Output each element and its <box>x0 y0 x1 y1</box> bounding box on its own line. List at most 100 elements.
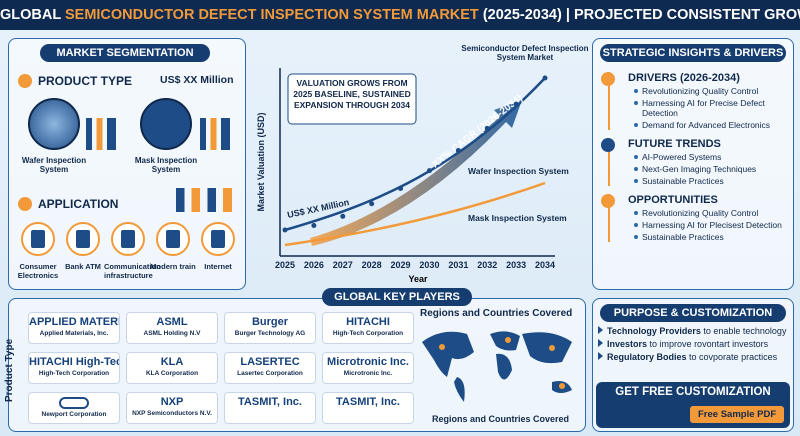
app-glyph <box>76 230 90 248</box>
company-card: APPLIED MATERIALS. Applied Materials, Inc… <box>28 312 120 344</box>
cta[interactable]: GET FREE CUSTOMIZATION <box>615 386 771 398</box>
header: GLOBAL SEMICONDUCTOR DEFECT INSPECTION S… <box>0 0 800 30</box>
map-title: Regions and Countries Covered <box>420 308 573 319</box>
year-label: 2033 <box>506 260 526 270</box>
section-title: OPPORTUNITIES <box>628 194 718 206</box>
insight-section: FUTURE TRENDS AI-Powered Systems Next-Gen … <box>601 138 790 186</box>
section-item: Harnessing AI for Precise Defect Detecti… <box>634 98 790 118</box>
company-logo: HITACHI High-Tech <box>29 356 119 368</box>
company-name: High-Tech Corporation <box>38 370 110 377</box>
point <box>282 227 288 233</box>
point <box>542 75 548 81</box>
mask-line <box>284 181 546 247</box>
point <box>398 185 404 191</box>
point <box>513 101 519 107</box>
year-label: 2034 <box>535 260 555 270</box>
company-card: HITACHI High-Tech High-Tech Corporation <box>28 352 120 384</box>
purpose-rest: to enable technology <box>703 326 787 336</box>
purpose-item: Technology Providers to enable technolog… <box>598 326 792 336</box>
year-label: 2027 <box>333 260 353 270</box>
company-card: NXP NXP Semiconductors N.V. <box>126 392 218 424</box>
year-label: 2028 <box>362 260 382 270</box>
company-name: Newport Corporation <box>41 411 107 418</box>
company-logo: Burger <box>251 316 289 328</box>
section-item: Harnessing AI for Plecisest Detection <box>634 220 790 230</box>
app-glyph <box>211 230 225 248</box>
y-label: Market Valuation (USD) <box>256 112 266 211</box>
arrow <box>598 339 603 347</box>
company-name: KLA Corporation <box>145 370 199 377</box>
logo-symbol <box>59 397 89 409</box>
gear-icon <box>18 197 32 211</box>
market-label: Semiconductor Defect Inspection System M… <box>461 44 589 62</box>
title-prefix: GLOBAL <box>0 7 61 23</box>
company-logo: TASMIT, Inc. <box>336 396 400 408</box>
company-logo: HITACHI <box>346 316 390 328</box>
company-logo: ASML <box>156 316 188 328</box>
bar-icon <box>86 118 116 150</box>
bar-icon <box>176 188 232 212</box>
mask-label: Mask Inspection System <box>468 213 567 223</box>
insights-heading: STRATEGIC INSIGHTS & DRIVERS <box>600 44 786 62</box>
map-caption: Regions and Countries Covered <box>432 414 570 424</box>
map-pin <box>559 383 565 389</box>
gear-icon <box>18 74 32 88</box>
unit: US$ XX Million <box>160 74 234 86</box>
growth-arrow <box>310 100 522 246</box>
section-title: FUTURE TRENDS <box>628 138 721 150</box>
year-label: 2031 <box>448 260 468 270</box>
mask-icon <box>140 98 192 150</box>
title-highlight: SEMICONDUCTOR DEFECT INSPECTION SYSTEM M… <box>64 7 479 23</box>
company-name: Lasertec Corporation <box>237 370 303 377</box>
continents <box>422 331 572 402</box>
product-label: Wafer Inspection System <box>21 156 87 174</box>
section-dot <box>601 138 615 152</box>
app-label: Internet <box>204 262 232 271</box>
map-pin <box>549 345 555 351</box>
year-label: 2030 <box>419 260 439 270</box>
players-heading: GLOBAL KEY PLAYERS <box>322 288 472 306</box>
section-item: Sustainable Practices <box>634 176 790 186</box>
arrow <box>598 352 603 360</box>
app-label: Bank ATM <box>65 262 101 271</box>
company-logo: Microtronic Inc. <box>327 356 409 368</box>
callout-box <box>287 73 417 125</box>
year-label: 2026 <box>304 260 324 270</box>
company-name: Applied Materials, Inc. <box>39 330 109 337</box>
point <box>426 168 432 174</box>
world-map <box>422 331 572 402</box>
company-name: Burger Technology AG <box>234 330 306 337</box>
product-label: Mask Inspection System <box>134 156 198 174</box>
title-suffix: (2025-2034) | PROJECTED CONSISTENT GROWT… <box>482 7 800 23</box>
section-dot <box>601 194 615 208</box>
bar-icon <box>200 118 230 150</box>
insight-section: DRIVERS (2026-2034) Revolutionizing Quali… <box>601 72 790 130</box>
sample-link[interactable]: Free Sample PDF <box>690 406 785 423</box>
section-item: AI-Powered Systems <box>634 152 790 162</box>
point <box>340 213 346 219</box>
company-card: Newport Corporation <box>28 392 120 424</box>
company-card: Burger Burger Technology AG <box>224 312 316 344</box>
company-card: TASMIT, Inc. <box>224 392 316 424</box>
app-label: Consumer Electronics <box>17 262 59 280</box>
product-type: PRODUCT TYPE <box>38 74 133 88</box>
section-item: Demand for Advanced Electronics <box>634 120 790 130</box>
growth-chart: VALUATION GROWS FROM 2025 BASELINE, SUST… <box>256 44 589 284</box>
section-item: Revolutionizing Quality Control <box>634 208 790 218</box>
insight-section: OPPORTUNITIES Revolutionizing Quality Con… <box>601 194 790 242</box>
purpose-rest: to improve rovontart investors <box>649 339 769 349</box>
year-label: 2032 <box>477 260 497 270</box>
section-dot <box>601 72 615 86</box>
map-pin <box>505 337 511 343</box>
point <box>455 148 461 154</box>
market-label-box: Semiconductor Defect Inspection System M… <box>461 44 589 62</box>
company-card: ASML ASML Holding N.V <box>126 312 218 344</box>
purpose-heading: PURPOSE & CUSTOMIZATION <box>600 304 786 322</box>
company-card: TASMIT, Inc. <box>322 392 414 424</box>
company-logo: NXP <box>160 396 184 408</box>
callout-text: VALUATION GROWS FROM 2025 BASELINE, SUST… <box>293 78 411 110</box>
app-label: Communication infrastructure <box>104 262 161 280</box>
callout: VALUATION GROWS FROM 2025 BASELINE, SUST… <box>293 78 411 110</box>
company-name: NXP Semiconductors N.V. <box>132 410 212 417</box>
side-label: Product Type <box>4 338 15 402</box>
